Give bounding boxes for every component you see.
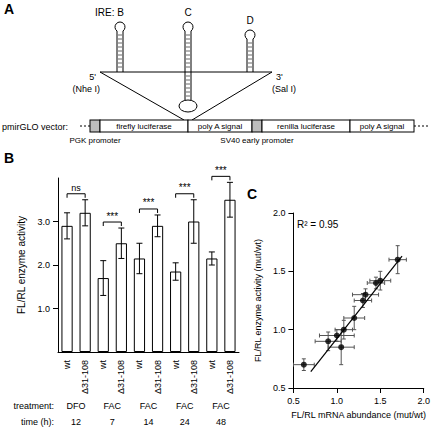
svg-text:DFO: DFO bbox=[67, 401, 86, 411]
svg-text:wt: wt bbox=[207, 360, 217, 370]
svg-text:Δ31-108: Δ31-108 bbox=[225, 360, 235, 394]
svg-text:Δ31-108: Δ31-108 bbox=[189, 360, 199, 394]
svg-text:1.5: 1.5 bbox=[273, 266, 286, 276]
svg-text:24: 24 bbox=[180, 417, 190, 427]
svg-text:***: *** bbox=[143, 197, 155, 208]
svg-text:Δ31-108: Δ31-108 bbox=[153, 360, 163, 394]
svg-text:***: *** bbox=[179, 182, 191, 193]
svg-text:14: 14 bbox=[143, 417, 153, 427]
svg-text:***: *** bbox=[215, 165, 227, 176]
svg-text:0.5: 0.5 bbox=[287, 396, 300, 406]
svg-text:FAC: FAC bbox=[104, 401, 122, 411]
svg-text:Δ31-108: Δ31-108 bbox=[80, 360, 90, 394]
svg-text:treatment:: treatment: bbox=[13, 401, 54, 411]
svg-text:IRE: B: IRE: B bbox=[95, 7, 124, 18]
svg-text:48: 48 bbox=[216, 417, 226, 427]
svg-text:3': 3' bbox=[276, 72, 283, 82]
svg-text:ns: ns bbox=[71, 183, 81, 193]
svg-text:C: C bbox=[184, 7, 191, 18]
svg-text:1.0: 1.0 bbox=[37, 304, 50, 314]
svg-text:SV40 early promoter: SV40 early promoter bbox=[220, 136, 294, 145]
svg-text:1.5: 1.5 bbox=[374, 396, 387, 406]
svg-text:7: 7 bbox=[110, 417, 115, 427]
svg-text:3.0: 3.0 bbox=[37, 217, 50, 227]
svg-text:firefly luciferase: firefly luciferase bbox=[116, 122, 172, 131]
svg-text:poly A signal: poly A signal bbox=[198, 122, 243, 131]
html-text:C: C bbox=[247, 186, 258, 202]
svg-text:2.0: 2.0 bbox=[273, 208, 286, 218]
svg-text:FL/RL enzyme activity (mut/wt): FL/RL enzyme activity (mut/wt) bbox=[253, 239, 263, 362]
svg-text:5': 5' bbox=[89, 72, 96, 82]
svg-text:FL/RL mRNA abundance (mut/wt): FL/RL mRNA abundance (mut/wt) bbox=[291, 410, 426, 420]
svg-text:0.5: 0.5 bbox=[273, 383, 286, 393]
svg-text:FL/RL enzyme activity: FL/RL enzyme activity bbox=[16, 216, 27, 314]
svg-text:FAC: FAC bbox=[176, 401, 194, 411]
svg-text:renilla luciferase: renilla luciferase bbox=[277, 122, 335, 131]
svg-text:***: *** bbox=[106, 211, 118, 222]
html-text:B: B bbox=[4, 150, 15, 166]
svg-text:time (h):: time (h): bbox=[21, 417, 54, 427]
svg-text:PGK promoter: PGK promoter bbox=[69, 136, 120, 145]
svg-text:wt: wt bbox=[98, 360, 108, 370]
svg-text:poly A signal: poly A signal bbox=[360, 122, 405, 131]
svg-text:pmirGLO vector:: pmirGLO vector: bbox=[2, 122, 68, 132]
svg-text:Δ31-108: Δ31-108 bbox=[116, 360, 126, 394]
svg-text:FAC: FAC bbox=[140, 401, 158, 411]
svg-text:R² = 0.95: R² = 0.95 bbox=[297, 219, 339, 230]
svg-text:wt: wt bbox=[171, 360, 181, 370]
svg-text:2.0: 2.0 bbox=[417, 396, 430, 406]
svg-text:1.0: 1.0 bbox=[273, 325, 286, 335]
svg-text:FAC: FAC bbox=[212, 401, 230, 411]
svg-text:A: A bbox=[4, 1, 14, 17]
svg-text:wt: wt bbox=[134, 360, 144, 370]
svg-text:2.0: 2.0 bbox=[37, 260, 50, 270]
svg-text:D: D bbox=[246, 15, 253, 26]
svg-text:(Nhe I): (Nhe I) bbox=[72, 84, 100, 94]
svg-text:1.0: 1.0 bbox=[331, 396, 344, 406]
svg-text:(Sal I): (Sal I) bbox=[272, 84, 296, 94]
svg-text:12: 12 bbox=[71, 417, 81, 427]
svg-text:wt: wt bbox=[62, 360, 72, 370]
